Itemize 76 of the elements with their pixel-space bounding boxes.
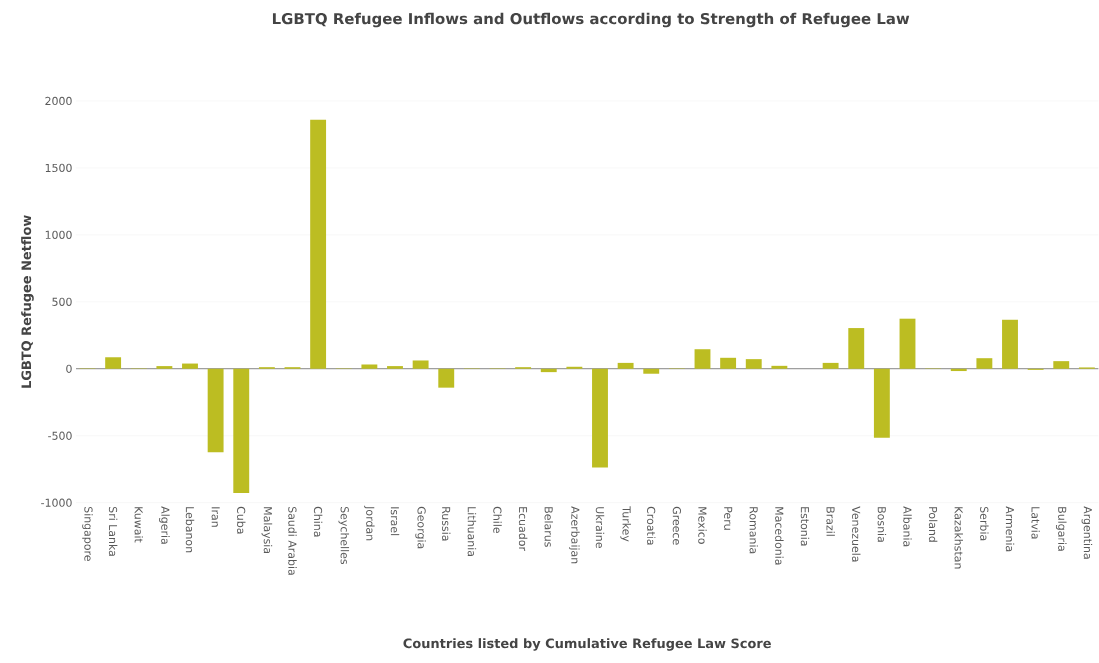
bar <box>822 363 839 369</box>
x-axis-title: Countries listed by Cumulative Refugee Law Score <box>403 638 771 651</box>
x-tick-label: China <box>313 507 323 537</box>
bar <box>387 366 403 369</box>
x-tick-label: Azerbaijan <box>569 506 580 564</box>
x-tick-label: Peru <box>724 507 733 530</box>
x-tick-label: Ecuador <box>518 507 528 552</box>
bar <box>566 366 583 369</box>
x-tick-label: Brazil <box>826 507 835 536</box>
x-tick-label: Macedonia <box>775 507 784 565</box>
x-tick-label: Bulgaria <box>1055 507 1067 551</box>
bar <box>361 364 378 369</box>
bar <box>1002 319 1018 369</box>
y-tick-label: 1000 <box>45 230 72 240</box>
x-tick-label: Estonia <box>800 507 810 546</box>
x-tick-label: Israel <box>390 507 400 536</box>
x-tick-label: Bosnia <box>877 507 887 543</box>
bar <box>540 368 557 373</box>
x-tick-label: Lebanon <box>185 507 195 553</box>
x-tick-label: Singapore <box>82 507 93 562</box>
bar <box>694 349 711 369</box>
x-tick-label: Georgia <box>415 507 426 549</box>
bar <box>771 366 788 369</box>
x-tick-label: Albania <box>903 506 912 547</box>
y-tick-label: 0 <box>66 364 72 374</box>
x-tick-label: Mexico <box>698 507 707 545</box>
bar <box>899 318 916 369</box>
x-tick-label: Serbia <box>980 507 989 541</box>
x-tick-label: Malaysia <box>261 507 273 554</box>
bar <box>848 328 865 369</box>
x-tick-label: Seychelles <box>338 507 350 565</box>
x-tick-label: Saudi Arabia <box>288 507 297 575</box>
bar <box>310 119 327 369</box>
x-tick-label: Algeria <box>159 506 170 544</box>
y-tick-label: -500 <box>48 431 72 441</box>
x-tick-label: Romania <box>749 507 758 554</box>
x-tick-label: Croatia <box>647 507 656 545</box>
y-tick-label: -1000 <box>41 498 72 508</box>
x-tick-label: Armenia <box>1005 506 1015 552</box>
x-tick-label: Chile <box>493 507 502 534</box>
bar <box>643 368 660 374</box>
bar <box>720 357 737 369</box>
x-tick-label: Jordan <box>364 505 375 541</box>
x-tick-label: Argentina <box>1081 506 1093 559</box>
chart-title: LGBTQ Refugee Inflows and Outflows according to Strength of Refugee Law <box>272 12 910 28</box>
y-tick-label: 1500 <box>45 163 72 173</box>
x-tick-label: Kazakhstan <box>954 507 963 569</box>
x-tick-label: Ukraine <box>595 507 605 549</box>
x-tick-label: Cuba <box>237 507 246 534</box>
x-tick-label: Poland <box>928 507 938 542</box>
x-tick-label: Venezuela <box>852 506 861 562</box>
bar <box>156 366 173 369</box>
bar <box>233 368 250 494</box>
y-axis-title: LGBTQ Refugee Netflow <box>21 215 34 388</box>
bar <box>617 363 634 369</box>
x-tick-label: Turkey <box>620 506 631 542</box>
x-tick-label: Kuwait <box>134 507 143 543</box>
bar <box>412 360 429 369</box>
bar <box>438 368 455 388</box>
bar <box>592 368 608 468</box>
x-tick-label: Sri Lanka <box>108 507 118 557</box>
bar <box>182 363 198 369</box>
bar <box>873 368 890 438</box>
x-tick-label: Latvia <box>1031 507 1040 539</box>
x-tick-label: Russia <box>442 507 451 541</box>
x-tick-label: Greece <box>672 507 681 545</box>
bar <box>1053 361 1070 369</box>
x-tick-label: Lithuania <box>467 507 477 557</box>
bar <box>976 358 993 369</box>
bar <box>207 368 224 453</box>
bar <box>105 357 122 369</box>
bar <box>745 359 762 369</box>
x-tick-label: Iran <box>211 507 220 527</box>
x-tick-label: Belarus <box>544 507 553 548</box>
y-tick-label: 500 <box>52 297 72 307</box>
y-tick-label: 2000 <box>45 96 72 106</box>
